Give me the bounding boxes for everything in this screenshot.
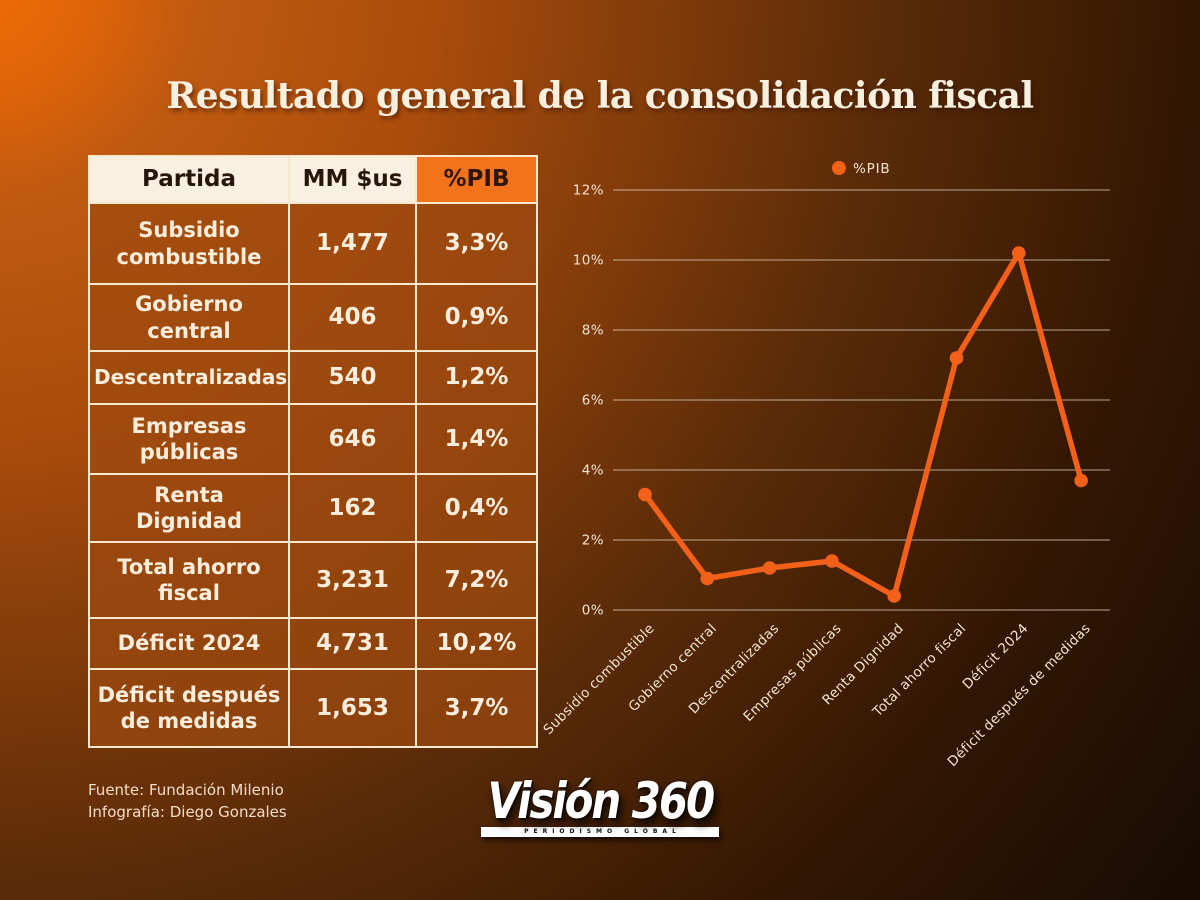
source-block: Fuente: Fundación Milenio Infografía: Di… bbox=[88, 779, 287, 823]
row-label: Empresas públicas bbox=[88, 403, 290, 475]
row-pib: 0,4% bbox=[415, 473, 538, 543]
row-pib: 10,2% bbox=[415, 617, 538, 670]
row-mm: 3,231 bbox=[288, 541, 417, 619]
data-point-marker bbox=[700, 571, 715, 586]
row-pib: 3,3% bbox=[415, 202, 538, 285]
table-row: Subsidio combustible 1,477 3,3% bbox=[88, 202, 538, 285]
data-point-marker bbox=[949, 351, 964, 365]
col-header-partida: Partida bbox=[88, 155, 290, 204]
row-mm: 1,653 bbox=[288, 668, 417, 748]
source-line: Fuente: Fundación Milenio bbox=[88, 781, 284, 799]
row-mm: 4,731 bbox=[288, 617, 417, 670]
data-point-marker bbox=[825, 554, 839, 568]
table-row: Renta Dignidad 162 0,4% bbox=[88, 473, 538, 543]
row-mm: 162 bbox=[288, 473, 417, 543]
table-row: Déficit después de medidas 1,653 3,7% bbox=[88, 668, 538, 748]
fiscal-table: Partida MM $us %PIB Subsidio combustible… bbox=[88, 155, 538, 748]
x-axis-category-label: Subsidio combustible bbox=[540, 621, 657, 738]
table-header-row: Partida MM $us %PIB bbox=[88, 155, 538, 204]
row-label: Total ahorro fiscal bbox=[88, 541, 290, 619]
row-mm: 540 bbox=[288, 350, 417, 405]
col-header-pib: %PIB bbox=[415, 155, 538, 204]
col-header-mmus: MM $us bbox=[288, 155, 417, 204]
row-label: Déficit después de medidas bbox=[88, 668, 290, 748]
row-pib: 0,9% bbox=[415, 283, 538, 352]
y-axis-tick-label: 6% bbox=[582, 393, 604, 409]
data-point-marker bbox=[887, 589, 901, 603]
row-label: Gobierno central bbox=[88, 283, 290, 352]
row-mm: 646 bbox=[288, 403, 417, 475]
y-axis-tick-label: 8% bbox=[582, 323, 604, 339]
pib-line bbox=[642, 250, 1084, 599]
row-label: Renta Dignidad bbox=[88, 473, 290, 543]
table-row: Descentralizadas 540 1,2% bbox=[88, 350, 538, 405]
row-pib: 1,2% bbox=[415, 350, 538, 405]
y-axis-tick-label: 4% bbox=[582, 463, 604, 479]
data-point-marker bbox=[762, 561, 777, 575]
table-row: Total ahorro fiscal 3,231 7,2% bbox=[88, 541, 538, 619]
table-row: Déficit 2024 4,731 10,2% bbox=[88, 617, 538, 670]
table-row: Empresas públicas 646 1,4% bbox=[88, 403, 538, 475]
row-label: Déficit 2024 bbox=[88, 617, 290, 670]
logo-brand-text: Visión 360 bbox=[487, 772, 715, 830]
row-mm: 406 bbox=[288, 283, 417, 352]
row-label: Descentralizadas bbox=[88, 350, 290, 405]
y-axis-tick-label: 2% bbox=[582, 533, 604, 549]
legend-marker-icon bbox=[832, 161, 846, 175]
y-axis-tick-label: 0% bbox=[582, 603, 604, 619]
y-axis-tick-label: 10% bbox=[573, 253, 604, 269]
row-pib: 1,4% bbox=[415, 403, 538, 475]
table-row: Gobierno central 406 0,9% bbox=[88, 283, 538, 352]
y-axis-tick-label: 12% bbox=[573, 183, 604, 199]
data-point-marker bbox=[638, 487, 652, 502]
page-title: Resultado general de la consolidación fi… bbox=[166, 75, 1034, 117]
data-point-marker bbox=[1074, 473, 1088, 488]
row-mm: 1,477 bbox=[288, 202, 417, 285]
legend-label: %PIB bbox=[853, 161, 890, 177]
vision360-logo: Visión 360 PERIODISMO GLOBAL bbox=[0, 775, 1200, 837]
row-label: Subsidio combustible bbox=[88, 202, 290, 285]
data-point-marker bbox=[1012, 246, 1026, 260]
row-pib: 7,2% bbox=[415, 541, 538, 619]
credit-line: Infografía: Diego Gonzales bbox=[88, 803, 287, 821]
logo-tagline: PERIODISMO GLOBAL bbox=[481, 826, 719, 837]
row-pib: 3,7% bbox=[415, 668, 538, 748]
